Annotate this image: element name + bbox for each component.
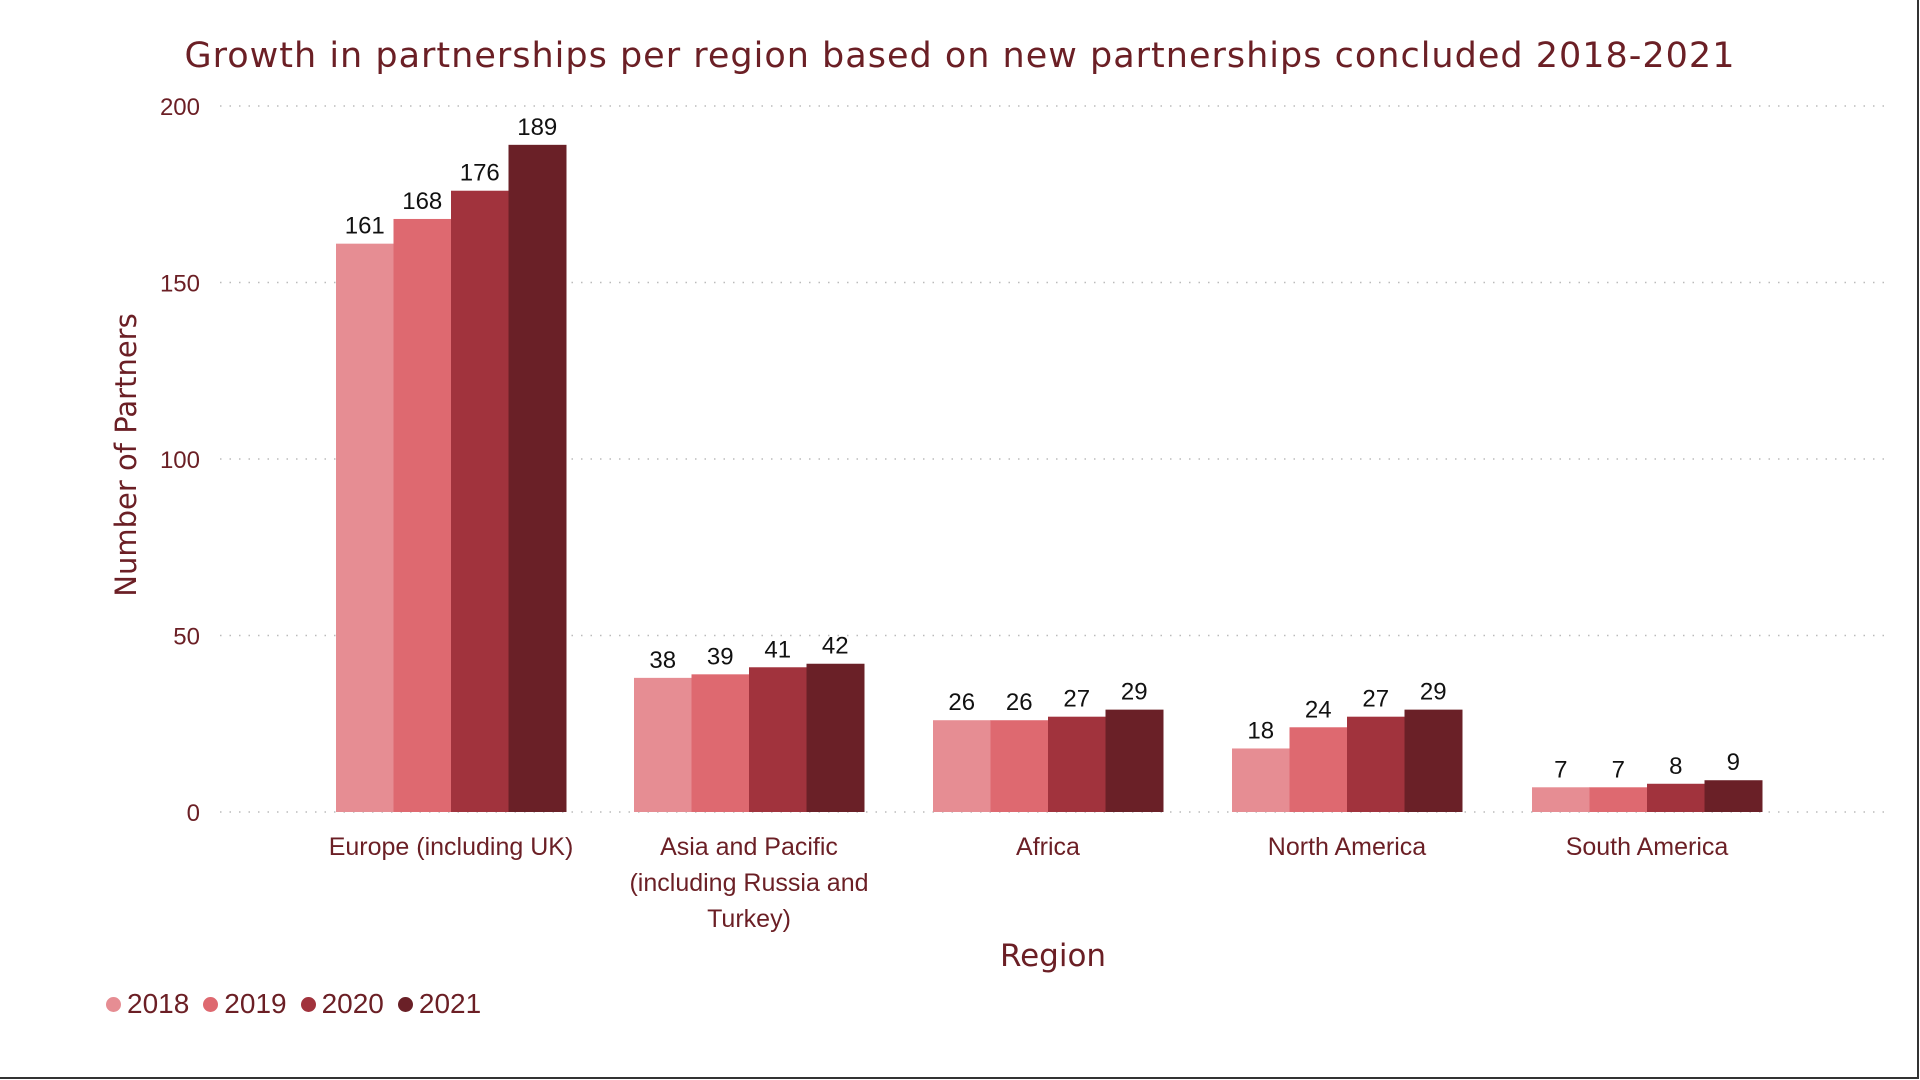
bar-2021 xyxy=(1704,780,1763,812)
bar-2018 xyxy=(634,677,692,812)
data-label: 29 xyxy=(1121,679,1148,706)
y-tick-label: 200 xyxy=(160,94,200,121)
data-label: 24 xyxy=(1305,696,1332,723)
data-label: 161 xyxy=(345,213,385,240)
data-label: 26 xyxy=(948,689,975,716)
bar-2018 xyxy=(1532,787,1590,812)
bar-2021 xyxy=(1105,709,1164,812)
data-label: 27 xyxy=(1362,686,1389,713)
x-tick-label: Africa xyxy=(1016,833,1080,861)
legend-label: 2019 xyxy=(224,988,287,1019)
y-tick-label: 50 xyxy=(173,624,200,651)
legend-item[interactable]: 2019 xyxy=(203,988,287,1020)
legend-label: 2018 xyxy=(127,988,190,1019)
data-label: 9 xyxy=(1727,749,1740,776)
x-tick-label: South America xyxy=(1565,833,1729,861)
bar-2020 xyxy=(1347,716,1405,812)
data-label: 168 xyxy=(402,188,442,215)
bar-2019 xyxy=(1589,787,1648,812)
chart-title: Growth in partnerships per region based … xyxy=(184,36,1736,76)
data-label: 39 xyxy=(707,643,734,670)
data-label: 18 xyxy=(1247,717,1274,744)
bar-2019 xyxy=(1289,727,1348,812)
y-tick-label: 150 xyxy=(160,271,200,298)
legend-item[interactable]: 2018 xyxy=(106,988,189,1020)
bar-2018 xyxy=(336,243,394,813)
legend-marker-icon xyxy=(397,996,413,1012)
legend-marker-icon xyxy=(300,996,316,1012)
bar-2020 xyxy=(1048,716,1106,812)
bar-2019 xyxy=(393,218,452,812)
legend: 2018 2019 2020 2021 xyxy=(106,988,481,1020)
data-label: 42 xyxy=(822,633,849,660)
bar-2021 xyxy=(508,144,567,812)
legend-marker-icon xyxy=(106,996,121,1012)
data-label: 41 xyxy=(764,636,791,663)
data-label: 29 xyxy=(1420,679,1447,706)
x-tick-label: Europe (including UK) xyxy=(328,833,574,861)
legend-marker-icon xyxy=(203,996,219,1012)
data-label: 26 xyxy=(1006,689,1033,716)
bar-2018 xyxy=(1232,748,1290,812)
data-label: 38 xyxy=(649,647,676,674)
x-tick-label: North America xyxy=(1267,833,1427,861)
y-tick-label: 100 xyxy=(160,447,200,474)
data-label: 189 xyxy=(517,114,557,141)
x-axis-title: Region xyxy=(999,938,1107,974)
bar-2018 xyxy=(933,720,991,812)
data-label: 176 xyxy=(460,160,500,187)
legend-label: 2020 xyxy=(321,988,384,1019)
bar-2019 xyxy=(990,720,1049,812)
legend-item[interactable]: 2020 xyxy=(300,988,384,1020)
y-tick-label: 0 xyxy=(187,800,200,827)
data-label: 7 xyxy=(1612,756,1625,783)
bar-2020 xyxy=(451,190,509,813)
data-label: 8 xyxy=(1669,753,1682,780)
data-label: 7 xyxy=(1554,756,1567,783)
bar-2020 xyxy=(749,667,807,812)
bar-2021 xyxy=(806,663,865,812)
bar-2021 xyxy=(1404,709,1463,812)
data-label: 27 xyxy=(1063,686,1090,713)
bar-2019 xyxy=(691,674,750,812)
legend-item[interactable]: 2021 xyxy=(397,988,482,1020)
x-tick-label: Asia and Pacific (including Russia and T… xyxy=(629,833,869,933)
bar-2020 xyxy=(1647,783,1705,812)
legend-label: 2021 xyxy=(418,988,482,1019)
